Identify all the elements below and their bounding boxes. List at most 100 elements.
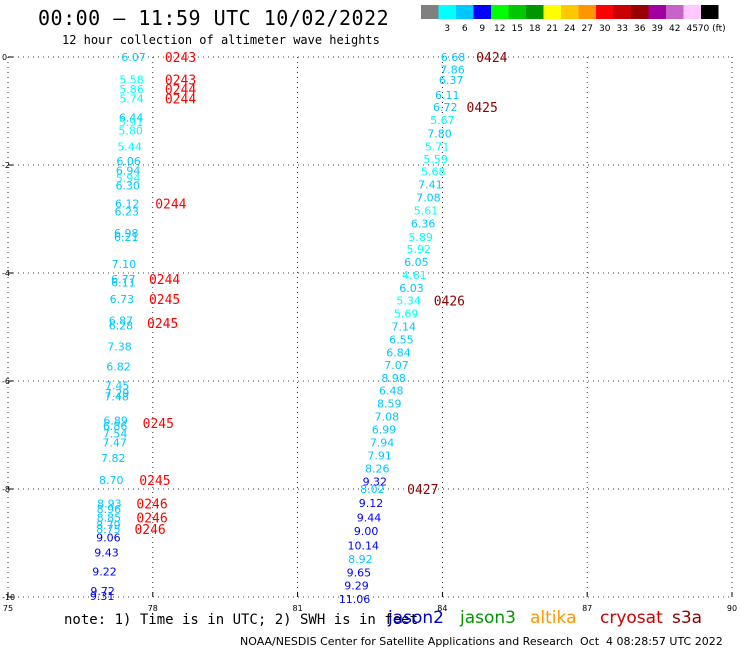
pass-time-label: 0425 — [467, 101, 498, 116]
wave-height-value: 7.08 — [416, 191, 441, 204]
legend-swatch — [543, 5, 561, 19]
wave-height-value: 6.77 — [111, 273, 136, 286]
wave-height-value: 8.93 — [97, 498, 122, 511]
wave-height-value: 7.10 — [112, 258, 137, 271]
wave-height-value: 8.75 — [96, 523, 121, 536]
wave-height-value: 8.92 — [348, 553, 373, 566]
x-tick-label: 87 — [582, 604, 592, 613]
legend-swatch — [491, 5, 509, 19]
wave-height-value: 9.00 — [354, 525, 379, 538]
credit-text: NOAA/NESDIS Center for Satellite Applica… — [240, 635, 574, 648]
wave-height-value: 5.58 — [119, 74, 144, 87]
x-tick-label: 78 — [148, 604, 158, 613]
legend-bin-label: 6 — [462, 24, 468, 34]
legend-swatch — [631, 5, 649, 19]
pass-time-label: 0246 — [136, 512, 167, 527]
pass-time-label: 0246 — [134, 523, 165, 538]
wave-height-value: 6.44 — [119, 111, 144, 124]
wave-height-value: 9.22 — [92, 566, 117, 579]
wave-height-value: 6.37 — [439, 74, 464, 87]
wave-height-value: 8.96 — [97, 503, 122, 516]
wave-height-value: 9.31 — [90, 590, 115, 603]
wave-height-value: 7.94 — [370, 437, 395, 450]
wave-height-value: 8.59 — [377, 398, 402, 411]
pass-time-label: 0427 — [407, 483, 438, 498]
legend-bin-label: 42 — [669, 24, 680, 34]
wave-height-value: 8.85 — [97, 512, 122, 525]
wave-height-value: 6.23 — [114, 205, 139, 218]
x-tick-label: 84 — [437, 604, 447, 613]
pass-time-label: 0426 — [434, 295, 465, 310]
wave-height-value: 6.36 — [411, 217, 436, 230]
wave-height-value: 5.74 — [119, 93, 144, 106]
x-tick-label: 81 — [293, 604, 303, 613]
legend-bin-label: 70 (ft) — [698, 24, 726, 34]
wave-height-value: 9.72 — [90, 585, 115, 598]
pass-time-label: 0245 — [147, 317, 178, 332]
wave-height-value: 8.70 — [99, 474, 124, 487]
legend-swatch — [648, 5, 666, 19]
wave-height-value: 6.82 — [106, 360, 131, 373]
legend-bin-label: 36 — [634, 24, 646, 34]
pass-time-label: 0245 — [149, 293, 180, 308]
legend-swatch — [526, 5, 544, 19]
wave-height-value: 6.89 — [103, 414, 128, 427]
wave-height-value: 5.91 — [119, 116, 144, 129]
legend-swatch — [701, 5, 719, 19]
pass-time-label: 0244 — [149, 273, 180, 288]
wave-height-value: 6.11 — [111, 277, 136, 290]
wave-height-value: 7.29 — [105, 387, 130, 400]
legend-swatch — [596, 5, 614, 19]
legend-bin-label: 30 — [599, 24, 611, 34]
wave-height-value: 7.47 — [102, 437, 127, 450]
pass-time-label: 0245 — [139, 474, 170, 489]
x-tick-label: 75 — [3, 604, 13, 613]
wave-height-value: 8.02 — [360, 483, 385, 496]
wave-height-value: 9.32 — [363, 475, 388, 488]
wave-height-value: 7.86 — [440, 63, 465, 76]
legend-bin-label: 45 — [687, 24, 698, 34]
legend-swatch — [508, 5, 526, 19]
wave-height-value: 6.07 — [121, 51, 146, 64]
wave-height-value: 6.11 — [435, 89, 460, 102]
legend-swatch — [473, 5, 491, 19]
wave-height-value: 5.34 — [396, 295, 421, 308]
legend-bin-label: 24 — [564, 24, 576, 34]
chart-subtitle: 12 hour collection of altimeter wave hei… — [62, 33, 380, 47]
y-tick-label: -6 — [2, 377, 10, 386]
wave-height-value: 6.12 — [115, 197, 140, 210]
pass-time-label: 0243 — [165, 51, 196, 66]
legend-cryosat: cryosat — [600, 608, 663, 628]
x-tick-label: 90 — [727, 604, 737, 613]
legend-s3a: s3a — [672, 608, 703, 628]
wave-height-value: 9.44 — [357, 512, 382, 525]
wave-height-value: 6.68 — [441, 51, 466, 64]
wave-height-value: 7.48 — [104, 391, 129, 404]
wave-height-value: 10.14 — [347, 540, 379, 553]
wave-height-value: 6.30 — [115, 180, 140, 193]
wave-height-value: 5.61 — [414, 204, 439, 217]
y-tick-label: 0 — [2, 53, 7, 62]
pass-time-label: 0244 — [165, 83, 196, 98]
legend-swatch — [561, 5, 579, 19]
wave-height-value: 9.65 — [347, 567, 372, 580]
wave-height-value: 6.73 — [110, 293, 135, 306]
wave-height-value: 5.92 — [406, 243, 431, 256]
footer-note: note: 1) Time is in UTC; 2) SWH is in fe… — [64, 612, 419, 628]
legend-swatch — [666, 5, 684, 19]
wave-height-value: 6.98 — [114, 227, 139, 240]
pass-time-label: 0424 — [476, 51, 507, 66]
wave-height-value: 8.26 — [365, 462, 390, 475]
wave-height-value: 6.05 — [404, 256, 429, 269]
wave-height-value: 5.59 — [423, 153, 448, 166]
legend-swatch — [613, 5, 631, 19]
generated-timestamp: Oct 4 08:28:57 UTC 2022 — [580, 635, 723, 648]
legend-jason3: jason3 — [460, 608, 516, 628]
wave-height-value: 5.80 — [118, 124, 143, 137]
wave-height-value: 6.94 — [116, 164, 141, 177]
wave-height-value: 7.07 — [384, 359, 409, 372]
wave-height-value: 4.61 — [402, 269, 427, 282]
wave-height-value: 5.71 — [425, 141, 450, 154]
wave-height-value: 6.87 — [109, 315, 134, 328]
wave-height-value: 7.14 — [392, 320, 417, 333]
